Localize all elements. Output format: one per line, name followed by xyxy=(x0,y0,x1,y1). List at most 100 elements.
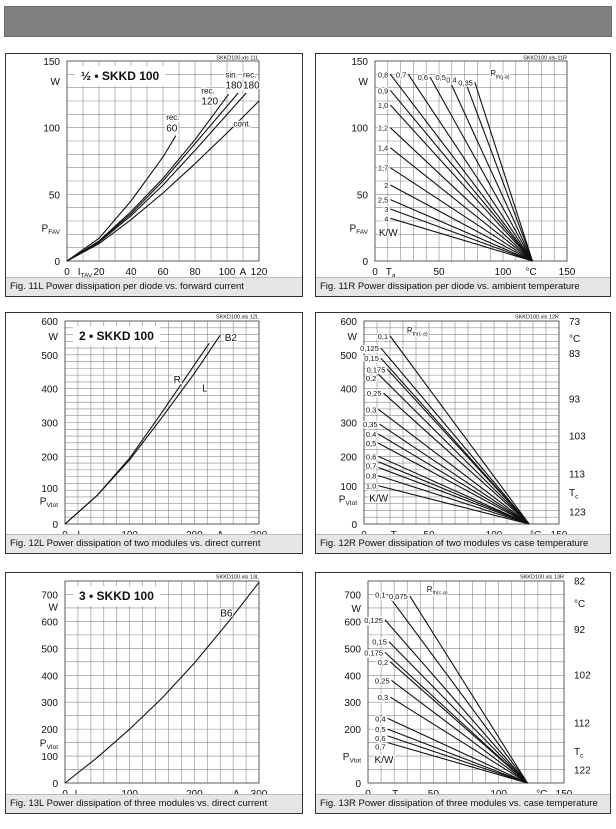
rth-label: 0,7 xyxy=(366,462,376,471)
x-tick-label: 150 xyxy=(556,789,573,795)
rth-line xyxy=(377,373,530,525)
y-tick-label: 100 xyxy=(340,482,357,493)
curve-annotation: K/W xyxy=(369,493,388,504)
rth-line xyxy=(387,728,528,784)
x-tick-label: 120 xyxy=(251,267,268,278)
rth-label: 0,175 xyxy=(367,365,386,374)
x-tick-label: 100 xyxy=(121,789,138,795)
rth-label: 0,7 xyxy=(375,743,385,752)
y-tick-label: 200 xyxy=(340,452,357,463)
y-tick-label: PVtot xyxy=(339,495,357,508)
x-tick-label: 100 xyxy=(219,267,236,278)
x-tick-label: A xyxy=(240,267,247,278)
curve-annotation: rec. xyxy=(243,70,256,79)
y-tick-label: 50 xyxy=(357,190,369,201)
rth-label: 0,35 xyxy=(458,78,473,87)
x-tick-label: 150 xyxy=(551,530,568,535)
chart-title: ½ • SKKD 100 xyxy=(81,69,160,83)
y-tick-label: 600 xyxy=(41,317,58,328)
rth-line xyxy=(389,696,528,784)
y-tick-label: PVtot xyxy=(343,752,361,765)
right-axis-tick-label: 123 xyxy=(569,507,586,518)
y-tick-label: 150 xyxy=(351,57,368,68)
rth-label: 0,6 xyxy=(375,734,385,743)
y-tick-label: 300 xyxy=(41,698,58,709)
y-tick-label: 500 xyxy=(41,351,58,362)
chart-panel-11L: 0 ITAV 20 40 60 80 100 A 120 0 PFAV 50 100 W 150 SKKD10… xyxy=(5,53,303,297)
x-tick-label: 50 xyxy=(428,789,440,795)
rth-line xyxy=(389,127,533,262)
y-tick-label: PVtot xyxy=(40,739,58,752)
y-tick-label: 400 xyxy=(41,671,58,682)
y-tick-label: 700 xyxy=(41,590,58,601)
grid xyxy=(367,580,565,784)
chart-11R: 0 Ta 50 100 °C 150 0 PFAV 50 100 W 150 SKKD100.xls-1… xyxy=(350,56,576,279)
chart-title: 2 • SKKD 100 xyxy=(79,329,154,343)
rth-label: 0,5 xyxy=(436,73,446,82)
rth-line xyxy=(384,619,528,784)
rth-line xyxy=(390,147,533,262)
rth-label: 0,8 xyxy=(366,471,376,480)
rth-label: 0,5 xyxy=(366,439,376,448)
curve-annotation: B2 xyxy=(225,333,238,344)
rth-line xyxy=(474,82,533,262)
curve-annotation: Rth(c-a) xyxy=(427,585,448,597)
curve-annotation: Rth(j-a) xyxy=(490,69,510,81)
rth-line xyxy=(377,408,530,525)
rth-label: 0,4 xyxy=(375,714,385,723)
rth-label: 0,8 xyxy=(378,70,388,79)
rth-line xyxy=(391,679,528,784)
y-tick-label: 0 xyxy=(351,520,357,531)
y-tick-label: 0 xyxy=(54,257,60,268)
right-axis-tick-label: 122 xyxy=(574,766,591,777)
plot-frame xyxy=(64,580,260,784)
rth-label: 0,3 xyxy=(366,405,376,414)
series-line xyxy=(64,582,260,784)
x-tick-label: 50 xyxy=(423,530,435,535)
chart-title-box xyxy=(73,586,161,606)
rth-line xyxy=(383,392,530,525)
x-tick-label: 0 xyxy=(372,267,378,278)
right-axis-tick-label: 103 xyxy=(569,432,586,443)
rth-label: 0,2 xyxy=(378,658,388,667)
x-tick-label: 300 xyxy=(251,530,268,535)
grid xyxy=(374,60,568,262)
rth-label: 4 xyxy=(384,214,388,223)
rth-label: 0,1 xyxy=(375,590,385,599)
rth-label: 0,6 xyxy=(366,452,376,461)
right-axis-tick-label: 102 xyxy=(574,671,591,682)
rth-line xyxy=(387,742,528,784)
rth-label: 0,15 xyxy=(372,638,387,647)
figure-caption: Fig. 12L Power dissipation of two module… xyxy=(6,534,302,553)
x-tick-label: 150 xyxy=(559,267,576,278)
x-tick-label: 0 xyxy=(365,789,371,795)
rth-line xyxy=(388,641,528,784)
plot-frame xyxy=(363,320,560,525)
rth-label: 0,25 xyxy=(367,389,382,398)
rth-label: 0,2 xyxy=(366,374,376,383)
chart-12R: 0 Ta 50 100 °C 150 0 PVtot 100 200 300 400 500 W 600 73… xyxy=(339,315,586,536)
right-axis-tick-label: Tc xyxy=(574,747,584,760)
plot-frame xyxy=(66,60,260,262)
series-line xyxy=(66,92,247,262)
rth-line xyxy=(464,79,533,262)
rth-line xyxy=(378,433,530,525)
chart-panel-13R: 0Ta50100°C1500PVtot200300400500600W70082… xyxy=(315,572,611,814)
y-tick-label: 100 xyxy=(41,752,58,763)
y-tick-label: 300 xyxy=(340,419,357,430)
curve-annotation: B6 xyxy=(220,608,233,619)
right-axis-tick-label: 92 xyxy=(574,625,586,636)
x-tick-label: 100 xyxy=(490,789,507,795)
y-tick-label: W xyxy=(49,332,59,343)
chart-12L: 0ID100200A3000PVtot100200300400500W600SK… xyxy=(40,315,268,536)
figure-caption: Fig. 13L Power dissipation of three modu… xyxy=(6,794,302,813)
figure-caption: Fig. 12R Power dissipation of two module… xyxy=(316,534,610,553)
curve-annotation: rec. xyxy=(201,86,214,95)
series-line xyxy=(66,135,177,262)
y-tick-label: 600 xyxy=(344,617,361,628)
y-tick-label: 0 xyxy=(52,779,58,790)
y-tick-label: 200 xyxy=(41,725,58,736)
rth-line xyxy=(389,335,530,525)
file-code: SKKD100.xls 12L xyxy=(216,315,259,321)
y-tick-label: 500 xyxy=(340,351,357,362)
